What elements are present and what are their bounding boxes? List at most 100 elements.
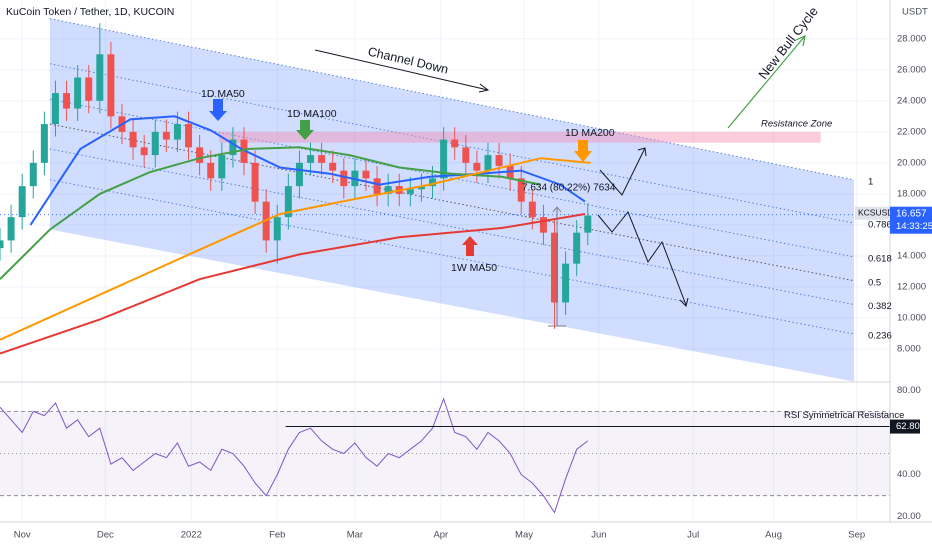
- x-tick-label: Dec: [97, 530, 114, 541]
- countdown-label: 14:33:25: [896, 221, 932, 232]
- currency: USDT: [902, 7, 928, 18]
- x-tick-label: 2022: [181, 530, 202, 541]
- candle-body: [85, 77, 93, 101]
- candle-body: [273, 217, 281, 241]
- candle-body: [484, 155, 492, 171]
- candle-body: [229, 139, 237, 156]
- candle-body: [318, 155, 326, 163]
- candle-body: [140, 147, 148, 156]
- projection: [597, 211, 687, 306]
- annotations: Channel Down 1D MA50 1D MA100 1D MA200 1…: [201, 4, 832, 327]
- annotation-arrow: [795, 34, 806, 47]
- candle-body: [173, 124, 181, 140]
- candle-body: [0, 240, 4, 249]
- candle-body: [29, 162, 37, 187]
- y-tick-label: 20.00: [897, 511, 921, 522]
- symbol-label: KCSUSDT: [858, 207, 899, 217]
- candle-body: [18, 186, 26, 218]
- channel: [49, 18, 854, 382]
- candle-body: [74, 77, 82, 109]
- y-tick-label: 28.000: [897, 33, 926, 44]
- channel-level-label: 0.5: [868, 277, 881, 288]
- annotation: 1W MA50: [451, 262, 497, 274]
- candle-body: [406, 189, 414, 194]
- channel-level-label: 0.618: [868, 253, 892, 264]
- channel-level: [49, 98, 855, 258]
- x-tick-label: Aug: [765, 530, 782, 541]
- channel-level-label: 0.382: [868, 301, 892, 312]
- candle-body: [251, 162, 259, 202]
- moving-average: [0, 213, 586, 355]
- candle-body: [539, 217, 547, 233]
- x-tick-label: Mar: [347, 530, 363, 541]
- candle-body: [429, 178, 437, 187]
- channel-level: [49, 63, 855, 224]
- projection: [679, 297, 689, 307]
- annotation-arrow: [727, 35, 806, 129]
- y-tick-label: 20.000: [897, 157, 926, 168]
- y-tick-label: 8.000: [897, 343, 921, 354]
- candle-body: [462, 147, 470, 163]
- annotation: 1D MA200: [565, 127, 615, 139]
- x-tick-label: Sep: [848, 530, 865, 541]
- candle-body: [362, 170, 370, 179]
- candle-body: [517, 178, 525, 202]
- candle-body: [107, 54, 115, 117]
- y-tick-label: 40.00: [897, 469, 921, 480]
- y-tick-label: 26.000: [897, 64, 926, 75]
- x-tick-label: Nov: [14, 530, 31, 541]
- y-tick-label: 24.000: [897, 95, 926, 106]
- candle-body: [40, 124, 48, 163]
- candle-body: [584, 215, 592, 233]
- annotation-arrow: [296, 120, 314, 140]
- y-tick-label: 22.000: [897, 126, 926, 137]
- candle-body: [284, 186, 292, 218]
- candle-body: [7, 217, 15, 241]
- candle-body: [373, 178, 381, 194]
- rsi-value-label: 62.80: [896, 421, 920, 432]
- candle-body: [528, 201, 536, 218]
- y-tick-label: 14.000: [897, 250, 926, 261]
- last-price-label: 16.657: [896, 208, 927, 219]
- y-tick-label: 18.000: [897, 188, 926, 199]
- candle-body: [51, 93, 59, 125]
- annotation-arrow: [209, 99, 227, 121]
- candle-body: [185, 124, 193, 148]
- x-tick-label: Feb: [269, 530, 285, 541]
- y-tick-label: 12.000: [897, 281, 926, 292]
- candle-body: [63, 93, 71, 109]
- annotation-arrow: [574, 140, 592, 162]
- rsi-line: [0, 397, 589, 514]
- candle-body: [495, 155, 503, 166]
- candle-body: [151, 131, 159, 156]
- measure-label: 7.634 (80.22%) 7634: [522, 183, 616, 194]
- x-tick-label: Jun: [591, 530, 606, 541]
- channel-level-label: 0.236: [868, 330, 892, 341]
- x-tick-label: Jul: [687, 530, 699, 541]
- candle-body: [573, 232, 581, 264]
- channel-level: [49, 148, 855, 306]
- candle-body: [218, 155, 226, 179]
- zone-label: Resistance Zone: [761, 119, 832, 130]
- projection: [599, 147, 646, 196]
- chart-title: KuCoin Token / Tether, 1D, KUCOIN: [6, 6, 174, 18]
- candle-body: [440, 139, 448, 179]
- candle-body: [473, 162, 481, 171]
- moving-average: [29, 115, 586, 226]
- candle-body: [129, 131, 137, 148]
- y-tick-label: 10.000: [897, 312, 926, 323]
- x-tick-label: May: [515, 530, 533, 541]
- resistance-zone: [219, 131, 821, 143]
- candle-body: [329, 162, 337, 171]
- candle-body: [295, 162, 303, 187]
- annotation-arrow: [314, 49, 489, 91]
- x-tick-label: Apr: [433, 530, 448, 541]
- channel-level: [49, 123, 855, 282]
- candle-body: [417, 186, 425, 190]
- marks: [0, 23, 890, 514]
- price-tag: [890, 206, 932, 234]
- candle-body: [340, 170, 348, 187]
- candle-body: [207, 162, 215, 179]
- candle-body: [96, 54, 104, 101]
